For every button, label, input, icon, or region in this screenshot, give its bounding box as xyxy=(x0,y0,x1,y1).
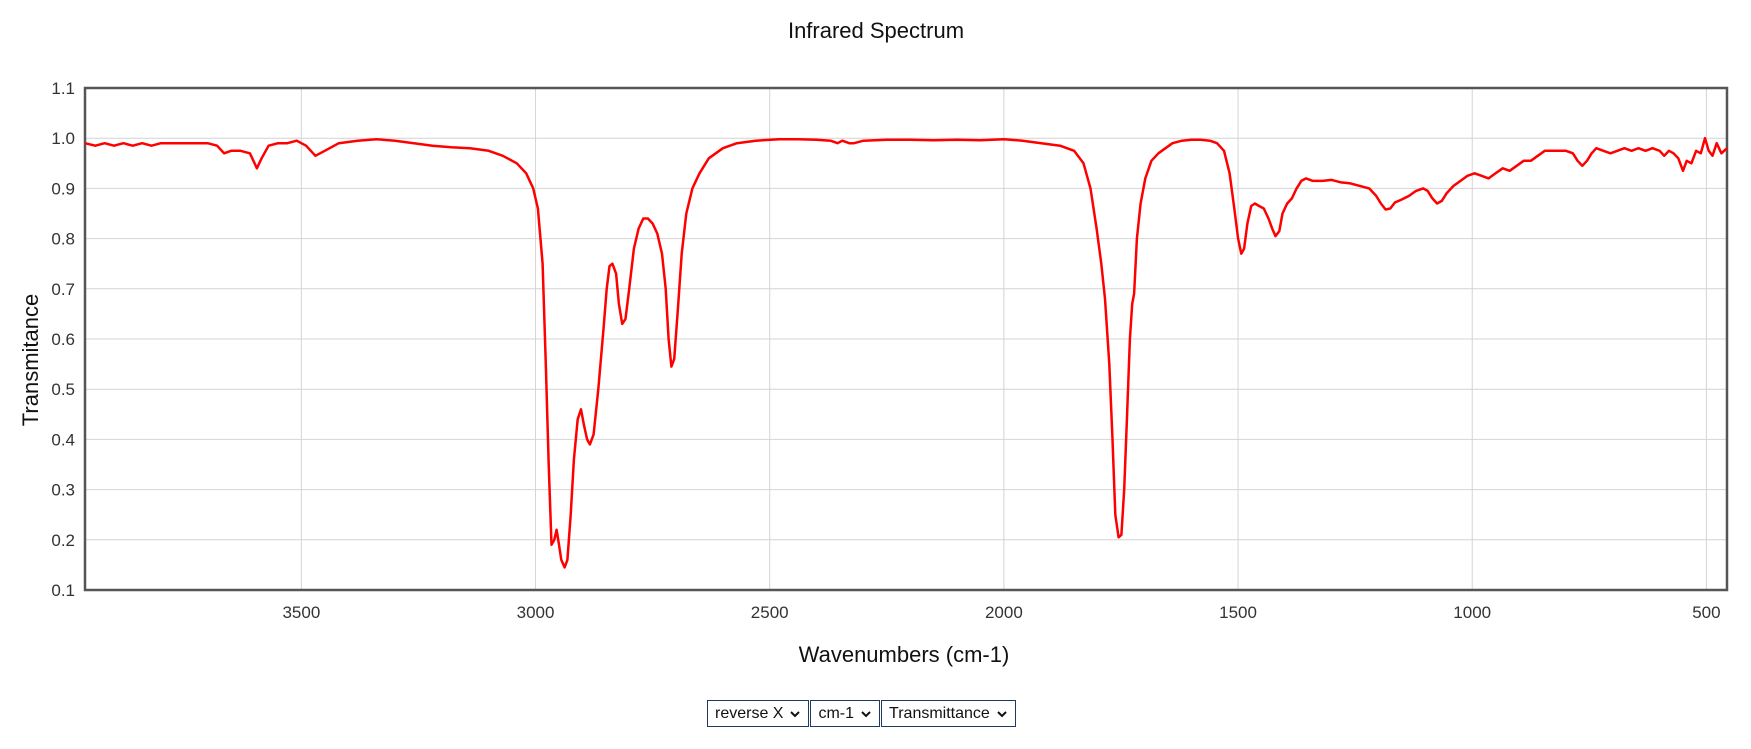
chart-controls: reverse X cm-1 Transmittance xyxy=(707,700,1017,727)
x-tick-label: 2500 xyxy=(751,603,789,622)
x-tick-label: 500 xyxy=(1692,603,1720,622)
x-tick-label: 1500 xyxy=(1219,603,1257,622)
mode-select-value: Transmittance xyxy=(889,704,990,722)
y-tick-label: 0.3 xyxy=(51,481,75,500)
y-tick-label: 0.7 xyxy=(51,280,75,299)
y-tick-label: 0.9 xyxy=(51,179,75,198)
grid xyxy=(85,87,1727,591)
y-tick-label: 0.4 xyxy=(51,430,75,449)
x-axis-ticks: 3500 3000 2500 2000 1500 1000 500 xyxy=(282,603,1720,622)
chevron-down-icon xyxy=(790,710,801,717)
plot-frame xyxy=(83,86,1729,592)
y-tick-label: 0.5 xyxy=(51,380,75,399)
units-select-value: cm-1 xyxy=(818,704,855,722)
x-tick-label: 2000 xyxy=(985,603,1023,622)
y-tick-label: 0.8 xyxy=(51,230,75,249)
chart-title: Infrared Spectrum xyxy=(788,18,964,43)
direction-select[interactable]: reverse X xyxy=(707,700,810,727)
mode-select[interactable]: Transmittance xyxy=(881,700,1016,727)
spectrum-line xyxy=(84,136,1728,569)
chevron-down-icon xyxy=(997,710,1007,717)
y-tick-label: 1.0 xyxy=(51,129,75,148)
x-tick-label: 3500 xyxy=(282,603,320,622)
y-tick-label: 0.6 xyxy=(51,330,75,349)
y-tick-label: 0.2 xyxy=(51,531,75,550)
y-tick-label: 1.1 xyxy=(51,79,75,98)
chevron-down-icon xyxy=(861,710,871,717)
y-axis-ticks: 0.1 0.2 0.3 0.4 0.5 0.6 0.7 0.8 0.9 1.0 1.1 xyxy=(51,79,75,600)
x-tick-label: 3000 xyxy=(517,603,555,622)
x-axis-label: Wavenumbers (cm-1) xyxy=(799,642,1010,667)
direction-select-value: reverse X xyxy=(715,704,784,722)
y-tick-label: 0.1 xyxy=(51,581,75,600)
x-tick-label: 1000 xyxy=(1453,603,1491,622)
units-select[interactable]: cm-1 xyxy=(810,700,881,727)
y-axis-label: Transmitance xyxy=(18,294,43,426)
